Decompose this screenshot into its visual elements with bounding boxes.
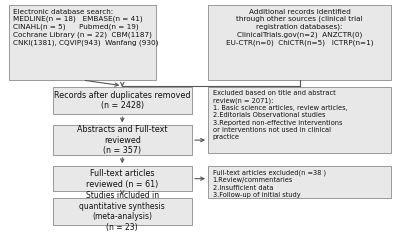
Text: Electronic database search:
MEDLINE(n = 18)   EMBASE(n = 41)
CINAHL(n = 5)      : Electronic database search: MEDLINE(n = … [14,9,159,46]
Text: Full-text articles excluded(n =38 )
1.Review/commentaries
2.Insufficient data
3.: Full-text articles excluded(n =38 ) 1.Re… [213,170,326,198]
Text: Studies included in
quantitative synthesis
(meta-analysis)
(n = 23): Studies included in quantitative synthes… [79,191,165,232]
FancyBboxPatch shape [52,198,192,225]
FancyBboxPatch shape [52,125,192,155]
Text: Abstracts and Full-text
reviewed
(n = 357): Abstracts and Full-text reviewed (n = 35… [77,125,168,155]
FancyBboxPatch shape [52,166,192,191]
FancyBboxPatch shape [208,87,391,153]
Text: Excluded based on title and abstract
review(n = 2071):
1. Basic science articles: Excluded based on title and abstract rev… [213,90,347,140]
FancyBboxPatch shape [208,5,391,80]
FancyBboxPatch shape [208,166,391,198]
Text: Full-text articles
reviewed (n = 61): Full-text articles reviewed (n = 61) [86,169,158,189]
FancyBboxPatch shape [9,5,156,80]
Text: Additional records identified
through other sources (clinical trial
registration: Additional records identified through ot… [226,9,374,46]
FancyBboxPatch shape [52,87,192,114]
Text: Records after duplicates removed
(n = 2428): Records after duplicates removed (n = 24… [54,91,190,110]
